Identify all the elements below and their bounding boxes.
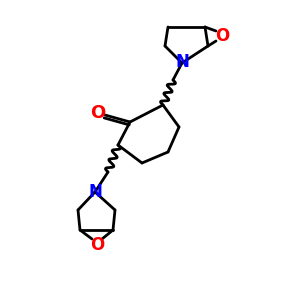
Text: N: N [175,53,189,71]
Text: N: N [88,183,102,201]
Text: O: O [90,236,104,254]
Text: O: O [90,104,106,122]
Text: O: O [215,27,229,45]
